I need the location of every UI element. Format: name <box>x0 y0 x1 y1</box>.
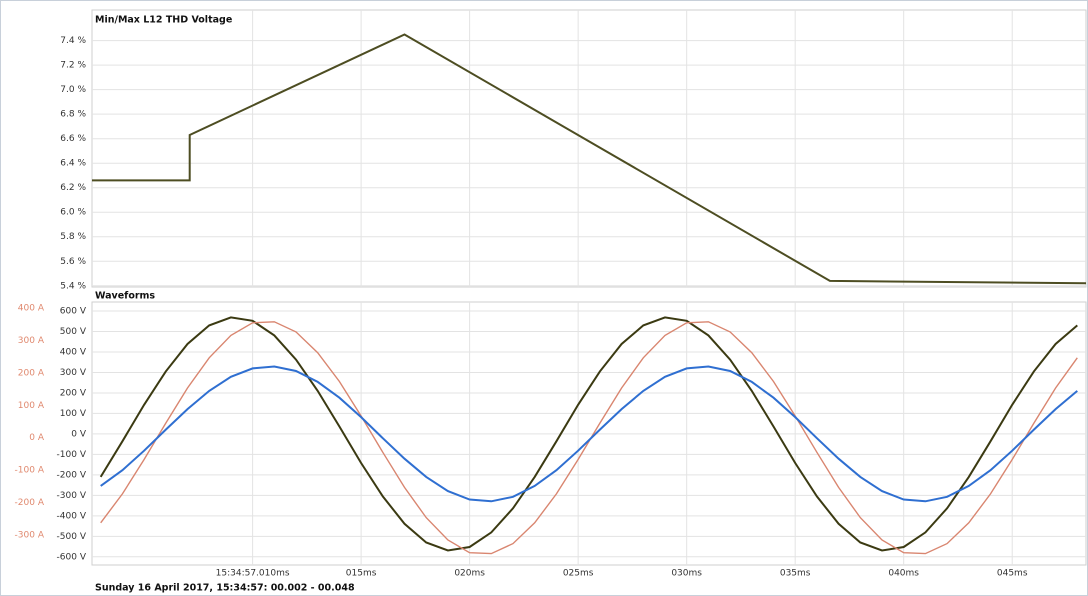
y-tick-label: 7.0 % <box>60 85 86 95</box>
y2-tick-label: 0 A <box>29 433 45 443</box>
y2-tick-label: -300 A <box>15 531 45 541</box>
x-tick-label: 15:34:57.010ms <box>216 569 290 579</box>
y-tick-label: 500 V <box>60 327 87 337</box>
y-tick-label: 200 V <box>60 388 87 398</box>
y2-tick-label: -100 A <box>15 466 45 476</box>
y-tick-label: 5.4 % <box>60 281 86 291</box>
y-tick-label: 6.4 % <box>60 159 86 169</box>
x-tick-label: 020ms <box>454 569 485 579</box>
y-tick-label: 6.8 % <box>60 110 86 120</box>
y-tick-label: 6.2 % <box>60 183 86 193</box>
y-tick-label: 100 V <box>60 409 87 419</box>
y-tick-label: -300 V <box>57 491 87 501</box>
y2-tick-label: 100 A <box>18 401 45 411</box>
y-tick-label: 7.4 % <box>60 36 86 46</box>
y-tick-label: 6.0 % <box>60 208 86 218</box>
y-tick-label: -500 V <box>57 532 87 542</box>
y2-tick-label: 400 A <box>18 303 45 313</box>
y2-tick-label: 200 A <box>18 368 45 378</box>
x-tick-label: 040ms <box>888 569 919 579</box>
y-tick-label: 0 V <box>71 429 87 439</box>
chart-title: Min/Max L12 THD Voltage <box>95 15 232 26</box>
x-tick-label: 045ms <box>997 569 1028 579</box>
y-tick-label: 300 V <box>60 368 87 378</box>
y-tick-label: 5.8 % <box>60 232 86 242</box>
series-line <box>100 365 1078 503</box>
y-tick-label: 600 V <box>60 307 87 317</box>
y-tick-label: 6.6 % <box>60 134 86 144</box>
footnote: Sunday 16 April 2017, 15:34:57: 00.002 -… <box>95 583 355 594</box>
chart-title: Waveforms <box>95 291 155 302</box>
y-tick-label: -200 V <box>57 470 87 480</box>
y2-tick-label: 300 A <box>18 336 45 346</box>
x-tick-label: 015ms <box>346 569 377 579</box>
series-line <box>99 316 1078 552</box>
y-tick-label: 400 V <box>60 347 87 357</box>
y-tick-label: -100 V <box>57 450 87 460</box>
x-tick-label: 030ms <box>671 569 702 579</box>
y-tick-label: 7.2 % <box>60 61 86 71</box>
y-tick-label: -400 V <box>57 511 87 521</box>
y-tick-label: 5.6 % <box>60 257 86 267</box>
x-tick-label: 025ms <box>563 569 594 579</box>
plot-frame <box>91 9 1087 288</box>
series-line <box>92 33 1087 285</box>
y2-tick-label: -200 A <box>15 498 45 508</box>
y-tick-label: -600 V <box>57 552 87 562</box>
x-tick-label: 035ms <box>780 569 811 579</box>
